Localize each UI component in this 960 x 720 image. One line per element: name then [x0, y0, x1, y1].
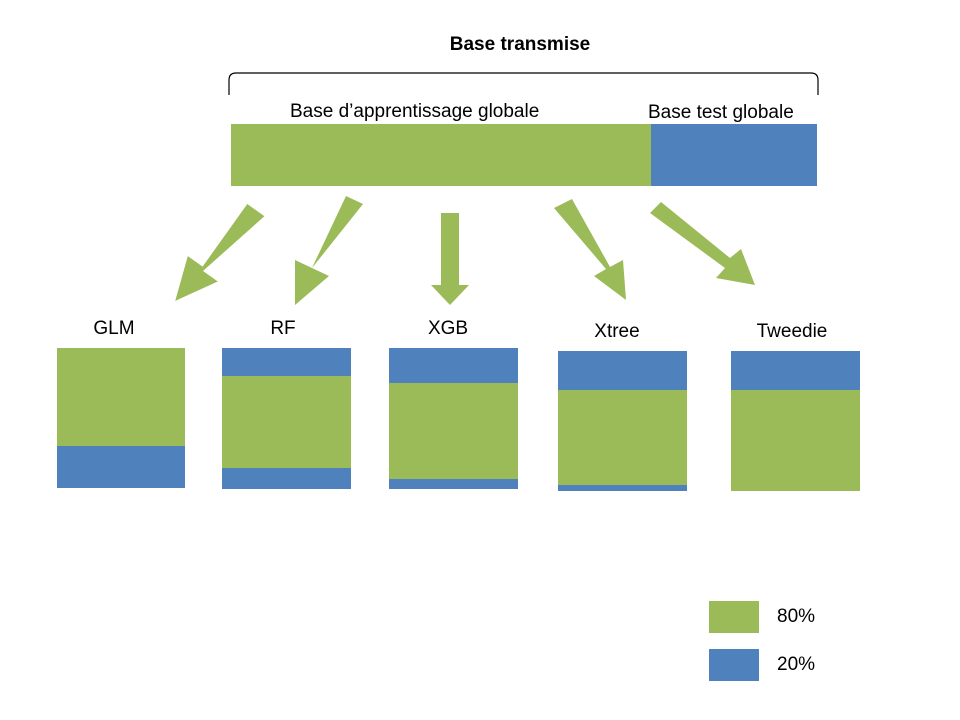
rf-segment-green: [222, 376, 351, 468]
model-label-glm: GLM: [93, 318, 135, 339]
xtree-segment-blue: [558, 485, 687, 491]
model-split-xtree: [558, 351, 687, 491]
glm-segment-green: [57, 348, 185, 446]
arrow-xgb: [431, 213, 469, 305]
train-segment: [231, 124, 652, 186]
model-label-tweedie: Tweedie: [756, 321, 828, 342]
model-split-xgb: [389, 348, 518, 489]
xgb-segment-blue: [389, 348, 518, 384]
legend-label-green: 80%: [777, 606, 816, 627]
diagram-title: Base transmise: [449, 34, 591, 55]
arrow-xtree: [554, 199, 626, 300]
xgb-segment-blue: [389, 479, 518, 489]
model-label-rf: RF: [270, 318, 296, 339]
tweedie-segment-blue: [731, 351, 860, 391]
xgb-segment-green: [389, 383, 518, 480]
xtree-segment-blue: [558, 351, 687, 391]
arrow-glm: [175, 204, 265, 301]
model-split-rf: [222, 348, 351, 489]
train-base-label: Base d’apprentissage globale: [290, 101, 540, 122]
test-segment: [651, 124, 817, 186]
legend-swatch-blue: [709, 649, 759, 681]
rf-segment-blue: [222, 467, 351, 489]
xtree-segment-green: [558, 390, 687, 486]
arrows-group: [175, 196, 755, 305]
model-label-xgb: XGB: [427, 318, 469, 339]
legend-swatch-green: [709, 601, 759, 633]
bracket: [228, 72, 819, 95]
model-split-tweedie: [731, 351, 860, 491]
arrow-tweedie: [650, 202, 755, 285]
test-base-label: Base test globale: [648, 102, 794, 123]
tweedie-segment-green: [731, 390, 860, 491]
global-split-bar: [231, 124, 817, 186]
glm-segment-blue: [57, 446, 185, 488]
arrow-rf: [295, 196, 363, 305]
legend-label-blue: 20%: [777, 654, 816, 675]
model-split-glm: [57, 348, 185, 488]
rf-segment-blue: [222, 348, 351, 377]
model-label-xtree: Xtree: [594, 321, 640, 342]
